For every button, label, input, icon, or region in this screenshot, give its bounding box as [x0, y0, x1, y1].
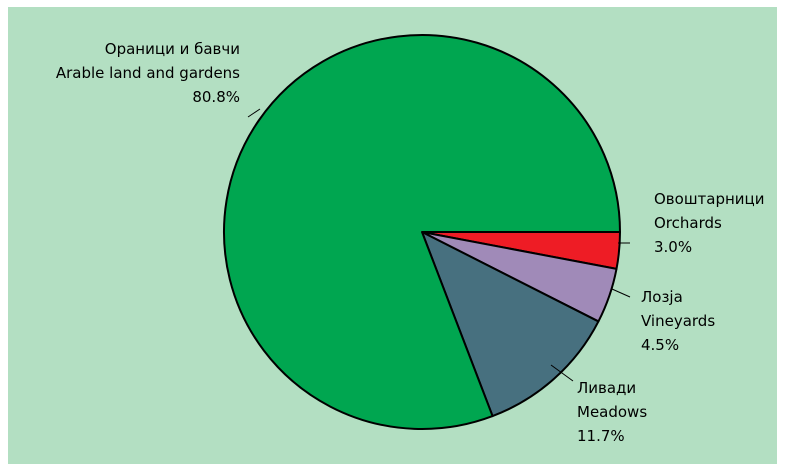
- data-label: Лозја Vineyards 4.5%: [641, 288, 715, 354]
- label-en: Orchards: [654, 214, 722, 232]
- leader-line: [550, 364, 574, 382]
- data-label: Ораници и бавчи Arable land and gardens 80…: [56, 40, 240, 106]
- pie-slices: [223, 34, 621, 430]
- label-value: 3.0%: [654, 238, 692, 256]
- data-label: Ливади Meadows 11.7%: [577, 379, 647, 445]
- label-mk: Овоштарници: [654, 190, 765, 208]
- leader-line: [247, 108, 261, 118]
- pie-slice-arable-land-and-gardens: [223, 34, 621, 430]
- label-value: 80.8%: [192, 88, 240, 106]
- label-value: 4.5%: [641, 336, 679, 354]
- label-en: Arable land and gardens: [56, 64, 240, 82]
- label-en: Meadows: [577, 403, 647, 421]
- pie-chart: Овоштарници Orchards 3.0% Лозја Vineyards 4.5…: [56, 34, 765, 445]
- pie-labels: Овоштарници Orchards 3.0% Лозја Vineyards 4.5…: [56, 40, 765, 445]
- chart-area: Овоштарници Orchards 3.0% Лозја Vineyards 4.5…: [8, 7, 777, 464]
- leader-line: [611, 288, 631, 298]
- pie-slice-meadows: [421, 231, 600, 418]
- label-mk: Ливади: [577, 379, 636, 397]
- label-mk: Лозја: [641, 288, 683, 306]
- label-mk: Ораници и бавчи: [105, 40, 240, 58]
- label-en: Vineyards: [641, 312, 715, 330]
- data-label: Овоштарници Orchards 3.0%: [654, 190, 765, 256]
- label-value: 11.7%: [577, 427, 625, 445]
